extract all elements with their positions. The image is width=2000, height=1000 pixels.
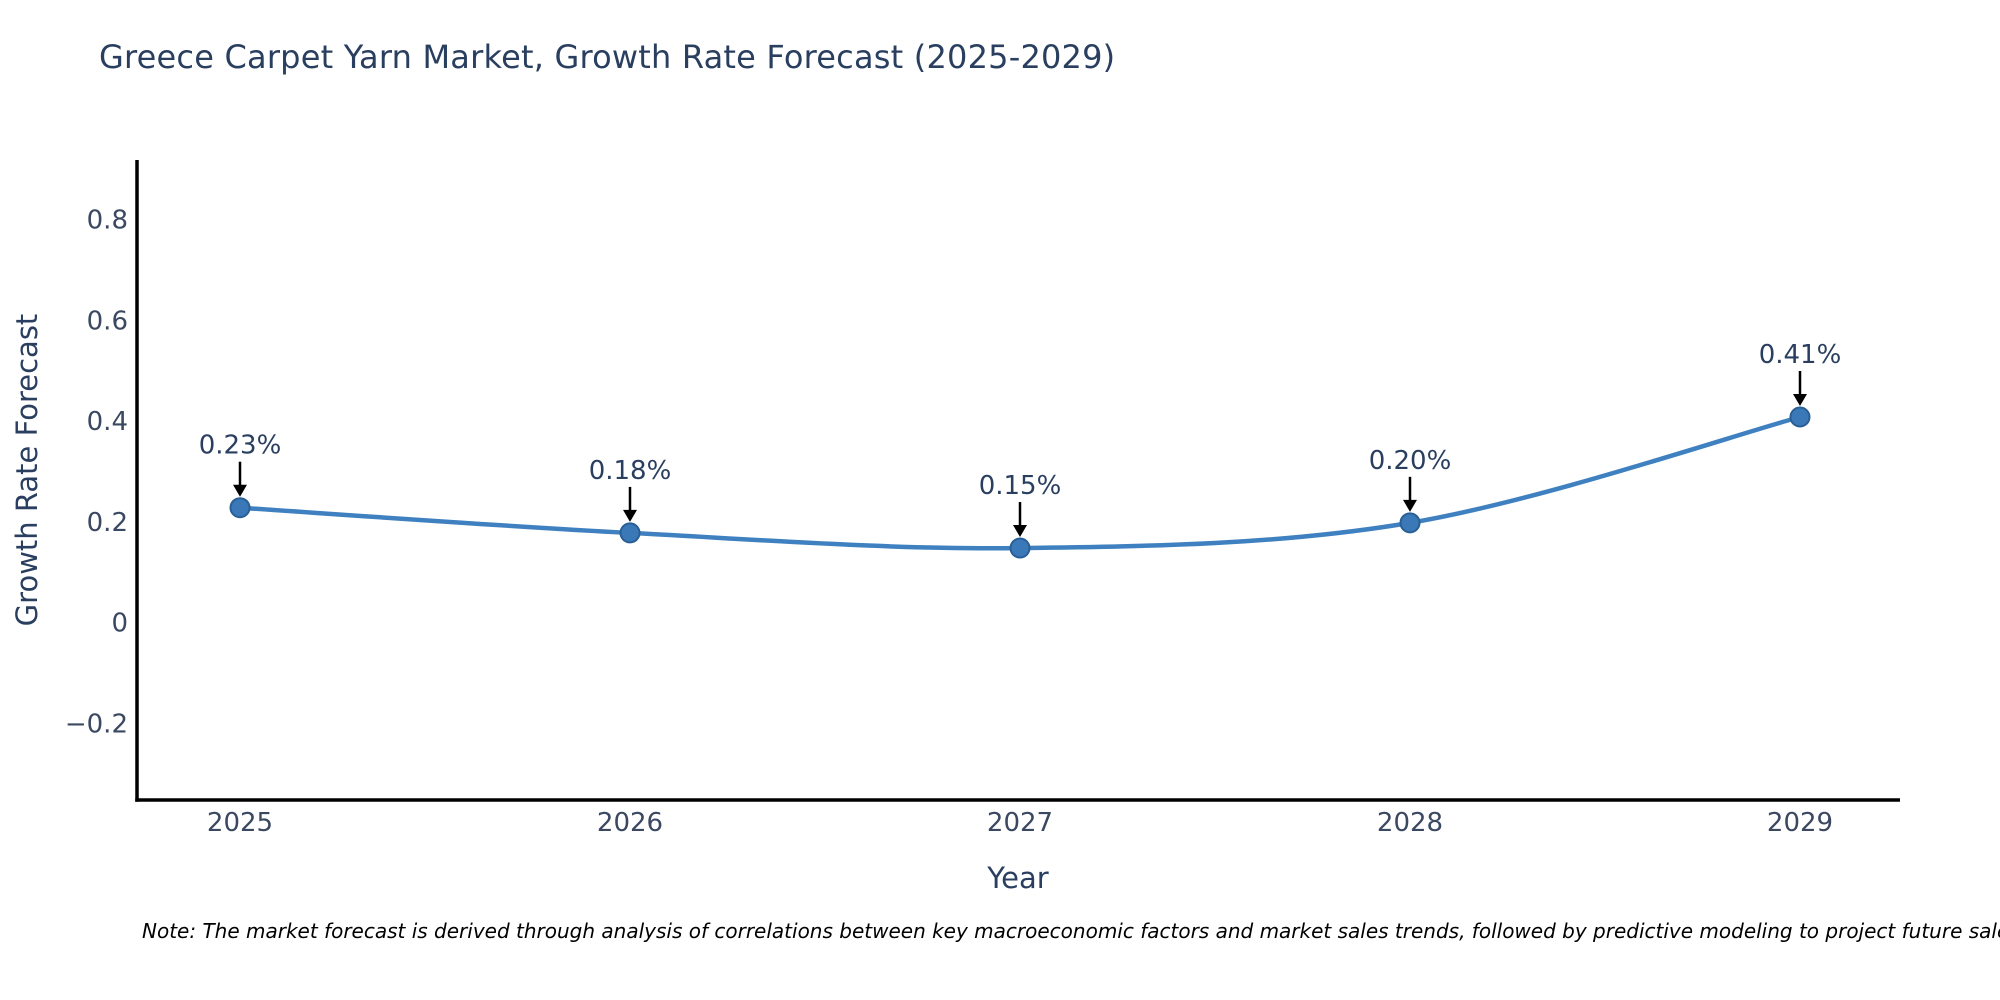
data-point-marker[interactable] <box>229 497 251 519</box>
x-tick-label: 2029 <box>1767 808 1833 838</box>
y-axis-title: Growth Rate Forecast <box>10 314 44 627</box>
data-point-marker[interactable] <box>1789 406 1811 428</box>
annotation-arrow-head <box>1403 499 1417 512</box>
x-tick-label: 2025 <box>207 808 273 838</box>
y-tick-label: 0.2 <box>87 508 128 538</box>
annotation-arrow-head <box>233 484 247 497</box>
y-tick-label: 0 <box>111 609 128 639</box>
point-annotation-label: 0.18% <box>589 456 672 486</box>
point-annotation-label: 0.15% <box>979 471 1062 501</box>
point-annotation-label: 0.20% <box>1369 446 1452 476</box>
y-tick-label: 0.8 <box>87 205 128 235</box>
y-tick-label: −0.2 <box>65 709 128 739</box>
point-annotation-label: 0.41% <box>1759 340 1842 370</box>
annotation-arrow-head <box>623 509 637 522</box>
footnote: Note: The market forecast is derived thr… <box>142 919 2000 943</box>
annotation-arrow-head <box>1793 394 1807 407</box>
annotation-arrow-head <box>1013 525 1027 538</box>
x-tick-label: 2027 <box>987 808 1053 838</box>
x-tick-label: 2026 <box>597 808 663 838</box>
data-point-marker[interactable] <box>1399 512 1421 534</box>
y-tick-label: 0.6 <box>87 306 128 336</box>
x-axis-title: Year <box>986 861 1048 895</box>
x-tick-label: 2028 <box>1377 808 1443 838</box>
point-annotation-label: 0.23% <box>199 431 282 461</box>
data-point-marker[interactable] <box>1009 537 1031 559</box>
y-tick-label: 0.4 <box>87 407 128 437</box>
data-point-marker[interactable] <box>619 522 641 544</box>
chart-title: Greece Carpet Yarn Market, Growth Rate F… <box>99 38 1116 76</box>
